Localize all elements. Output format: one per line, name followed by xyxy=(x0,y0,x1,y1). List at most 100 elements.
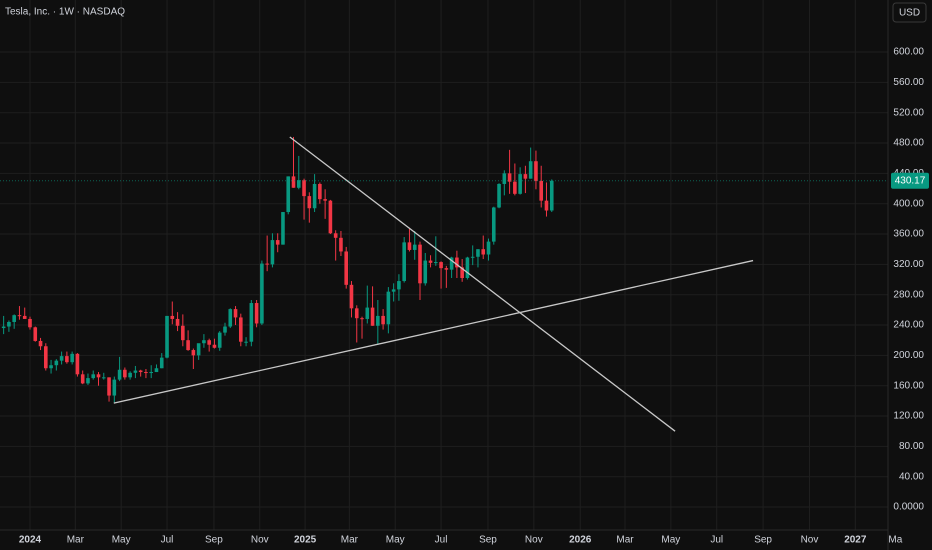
candle-body xyxy=(59,356,64,361)
candle-body xyxy=(96,374,101,378)
x-tick-label: Sep xyxy=(479,535,497,546)
candle-body xyxy=(318,183,322,200)
candle-body xyxy=(117,369,122,380)
candle-body xyxy=(133,370,138,373)
x-tick-label: Nov xyxy=(801,535,819,546)
candle-body xyxy=(528,161,533,179)
candle-body xyxy=(423,260,428,284)
candle-body xyxy=(275,240,280,245)
candle-body xyxy=(386,291,391,325)
candle-body xyxy=(323,199,327,201)
candle-body xyxy=(397,281,401,290)
x-tick-label: Mar xyxy=(341,535,359,546)
candle-body xyxy=(312,183,317,209)
candle-body xyxy=(123,369,127,378)
candle-body xyxy=(291,176,296,188)
candle-body xyxy=(402,242,406,282)
candle-body xyxy=(43,346,48,369)
candle-body xyxy=(17,315,22,317)
candle-body xyxy=(244,341,248,343)
y-tick-label: 600.00 xyxy=(893,47,924,58)
candle-body xyxy=(544,200,549,211)
candle-body xyxy=(249,303,254,342)
candle-body xyxy=(270,240,275,265)
x-tick-label: Mar xyxy=(67,535,85,546)
last-price-label: 430.17 xyxy=(895,175,926,186)
axes: 0.0000 40.00 80.00 120.00 160.00 200.00 240.00… xyxy=(19,47,929,546)
candle-body xyxy=(391,289,396,292)
candle-body xyxy=(370,307,375,326)
candle-body xyxy=(376,315,380,326)
candle-body xyxy=(360,318,364,320)
candle-body xyxy=(265,263,269,265)
candle-body xyxy=(412,244,417,250)
trendline xyxy=(289,136,676,432)
plot-area xyxy=(0,136,888,432)
candle-body xyxy=(349,284,354,309)
y-tick-label: 80.00 xyxy=(899,441,924,452)
candle-body xyxy=(439,262,443,269)
candle-body xyxy=(354,308,359,319)
candle-body xyxy=(54,360,59,366)
candle-body xyxy=(381,315,385,325)
candle-body xyxy=(333,233,338,238)
candle-body xyxy=(181,325,185,341)
candle-body xyxy=(191,350,196,356)
candle-body xyxy=(539,180,544,201)
x-tick-label: May xyxy=(661,535,680,546)
y-tick-label: 40.00 xyxy=(899,471,924,482)
candle-body xyxy=(149,372,154,374)
candle-body xyxy=(49,365,53,369)
candle-body xyxy=(112,379,117,396)
x-tick-label: 2025 xyxy=(294,535,317,546)
candle-body xyxy=(75,353,80,375)
candle-body xyxy=(86,378,90,384)
candle-body xyxy=(233,309,238,318)
x-tick-label: May xyxy=(112,535,131,546)
candle-body xyxy=(22,315,27,319)
candle-body xyxy=(65,356,69,363)
candle-body xyxy=(144,372,148,374)
currency-label[interactable]: USD xyxy=(899,8,920,19)
candle-body xyxy=(254,303,259,324)
x-tick-label: Sep xyxy=(754,535,772,546)
candle-body xyxy=(428,260,433,263)
candle-body xyxy=(175,318,180,326)
candle-body xyxy=(444,268,449,270)
candle-body xyxy=(465,257,470,279)
candle-body xyxy=(159,357,164,369)
candle-body xyxy=(470,256,475,258)
candle-body xyxy=(328,200,333,234)
candle-body xyxy=(228,309,233,327)
candle-body xyxy=(207,340,211,345)
y-tick-label: 160.00 xyxy=(893,380,924,391)
currency-button[interactable] xyxy=(892,2,927,23)
candle-body xyxy=(549,180,554,211)
candle-body xyxy=(1,326,6,329)
candle-body xyxy=(170,315,175,319)
candle-body xyxy=(344,251,349,285)
candle-body xyxy=(460,267,464,279)
candle-body xyxy=(202,340,206,344)
candle-body xyxy=(418,244,422,284)
candle-body xyxy=(449,257,454,270)
y-tick-label: 480.00 xyxy=(893,138,924,149)
chart-title: Tesla, Inc. · 1W · NASDAQ xyxy=(5,7,125,18)
y-tick-label: 520.00 xyxy=(893,107,924,118)
candle-body xyxy=(196,343,201,356)
candle-body xyxy=(523,174,528,179)
y-tick-label: 240.00 xyxy=(893,320,924,331)
candle-body xyxy=(286,176,291,213)
candle-body xyxy=(534,161,538,181)
x-tick-label: Jul xyxy=(710,535,723,546)
candle-body xyxy=(486,241,491,255)
x-tick-label: 2026 xyxy=(569,535,592,546)
candle-body xyxy=(186,340,190,351)
candle-body xyxy=(28,318,32,328)
y-tick-label: 360.00 xyxy=(893,229,924,240)
candle-body xyxy=(507,173,512,182)
x-tick-label: Jul xyxy=(435,535,448,546)
x-tick-label: Nov xyxy=(251,535,269,546)
